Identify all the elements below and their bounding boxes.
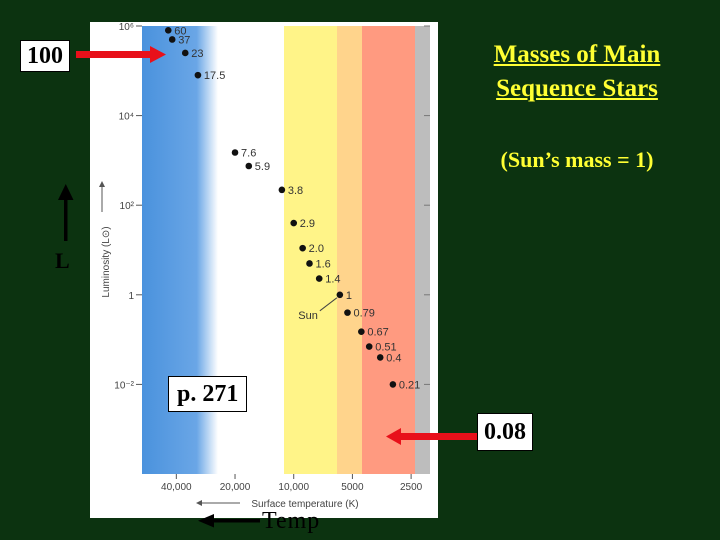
page-reference: p. 271 [168,376,248,412]
arrow-008-head [386,428,401,445]
label-100: 100 [20,40,70,72]
luminosity-arrow-label: L [55,248,70,273]
arrow-L-head [58,184,74,200]
mass-label: 0.51 [375,342,396,354]
arrow-100-head [150,46,166,63]
mass-label: 1.6 [315,258,330,270]
star-point [315,275,323,282]
arrow-008-shaft [400,433,480,440]
star-point [194,71,202,79]
y-tick-label: 10⁻² [114,380,134,391]
x-tick-label: 5000 [341,482,364,493]
y-axis-title: Luminosity (L⊙) [101,226,112,297]
x-tick-label: 10,000 [278,482,309,493]
x-axis-title: Surface temperature (K) [251,499,358,510]
axes: 10⁻² 1 10² 10⁴ 10⁶ 40,000 20,000 10,000 5000 2500… [99,22,430,510]
x-axis-title-arrowhead [196,500,202,506]
x-tick-label: 20,000 [220,482,251,493]
star-point [164,27,172,34]
star-point [278,186,286,194]
y-tick-label: 1 [128,291,134,302]
temperature-bands [142,26,430,474]
y-tick-label: 10⁶ [119,22,134,33]
temperature-arrow-label: Temp [262,508,321,534]
mass-label: 0.4 [386,352,401,364]
star-point [181,49,189,57]
mass-label: 2.9 [300,218,315,230]
mass-label: 5.9 [255,161,270,173]
mass-label: 3.8 [288,185,303,197]
y-axis-title-arrowhead [99,181,105,187]
arrow-L-shaft [64,199,68,241]
band-red [362,26,415,474]
mass-label: 1 [346,290,352,302]
mass-label: 7.6 [241,148,256,160]
star-point [231,149,239,156]
x-tick-label: 40,000 [161,482,192,493]
band-orange [337,26,362,474]
chart-panel: 10⁻² 1 10² 10⁴ 10⁶ 40,000 20,000 10,000 5000 2500… [90,22,438,518]
label-008: 0.08 [477,413,533,451]
star-point [306,260,313,267]
sun-label: Sun [298,310,318,322]
mass-label: 17.5 [204,70,225,82]
star-point [336,291,344,299]
slide-title: Masses of Main Sequence Stars [493,41,661,102]
band-gray [415,26,430,474]
mass-label: 0.79 [353,308,374,320]
mass-label: 37 [178,34,190,46]
mass-label: 1.4 [325,274,340,286]
star-point [168,36,176,43]
star-point [365,343,373,350]
sun-leader-line [319,297,338,312]
mass-label: 2.0 [309,243,324,255]
star-point [376,354,384,361]
x-tick-label: 2500 [400,482,423,493]
star-point [299,244,306,252]
y-tick-label: 10⁴ [119,112,134,123]
band-yellow [284,26,337,474]
hr-diagram: 10⁻² 1 10² 10⁴ 10⁶ 40,000 20,000 10,000 5000 2500… [99,22,430,510]
star-point [344,309,351,316]
star-point [290,219,298,227]
star-point [389,381,397,388]
arrow-temp-head [198,514,214,528]
arrow-100-shaft [76,51,152,58]
mass-label: 0.21 [399,379,420,391]
mass-label: 23 [191,48,203,60]
mass-label: 0.67 [367,327,388,339]
y-tick-label: 10² [120,201,135,212]
star-point [245,162,253,170]
slide-subtitle: (Sun’s mass = 1) [500,147,654,172]
arrow-temp-shaft [214,519,260,523]
star-point [358,328,365,336]
mass-label: 60 [174,25,186,37]
